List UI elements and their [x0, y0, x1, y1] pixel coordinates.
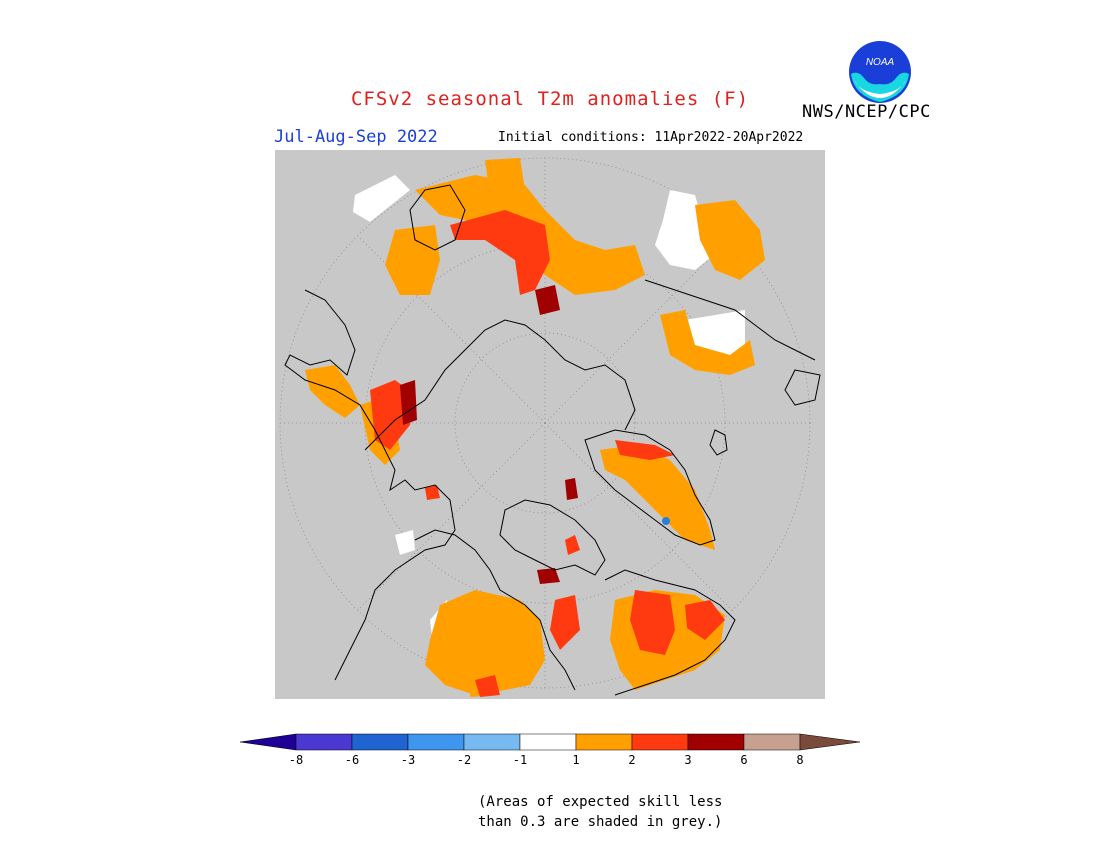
legend-tick: 8: [796, 753, 804, 767]
skill-note-line: than 0.3 are shaded in grey.): [478, 814, 723, 830]
legend-tick: -2: [456, 753, 472, 767]
agency-label: NWS/NCEP/CPC: [802, 102, 931, 122]
legend-tick: -8: [288, 753, 304, 767]
legend-tick: 1: [572, 753, 580, 767]
legend-tick: 6: [740, 753, 748, 767]
chart-title: CFSv2 seasonal T2m anomalies (F): [350, 88, 750, 110]
legend-tick: -3: [400, 753, 416, 767]
skill-note-line: (Areas of expected skill less: [478, 794, 723, 810]
coastlines: [284, 184, 821, 696]
forecast-period: Jul-Aug-Sep 2022: [274, 127, 438, 147]
noaa-logo-icon: NOAA: [849, 41, 911, 103]
logo-text: NOAA: [866, 57, 895, 68]
skill-note: (Areas of expected skill less than 0.3 a…: [478, 792, 738, 832]
legend-tick: 2: [628, 753, 636, 767]
marker-icon: [662, 517, 670, 525]
legend-tick: -6: [344, 753, 360, 767]
legend-tick: -1: [512, 753, 528, 767]
legend-tick: 3: [684, 753, 692, 767]
anomaly-shading: [305, 158, 765, 697]
polar-map: [275, 150, 825, 699]
initial-conditions: Initial conditions: 11Apr2022-20Apr2022: [498, 130, 804, 145]
color-legend: [240, 733, 860, 751]
